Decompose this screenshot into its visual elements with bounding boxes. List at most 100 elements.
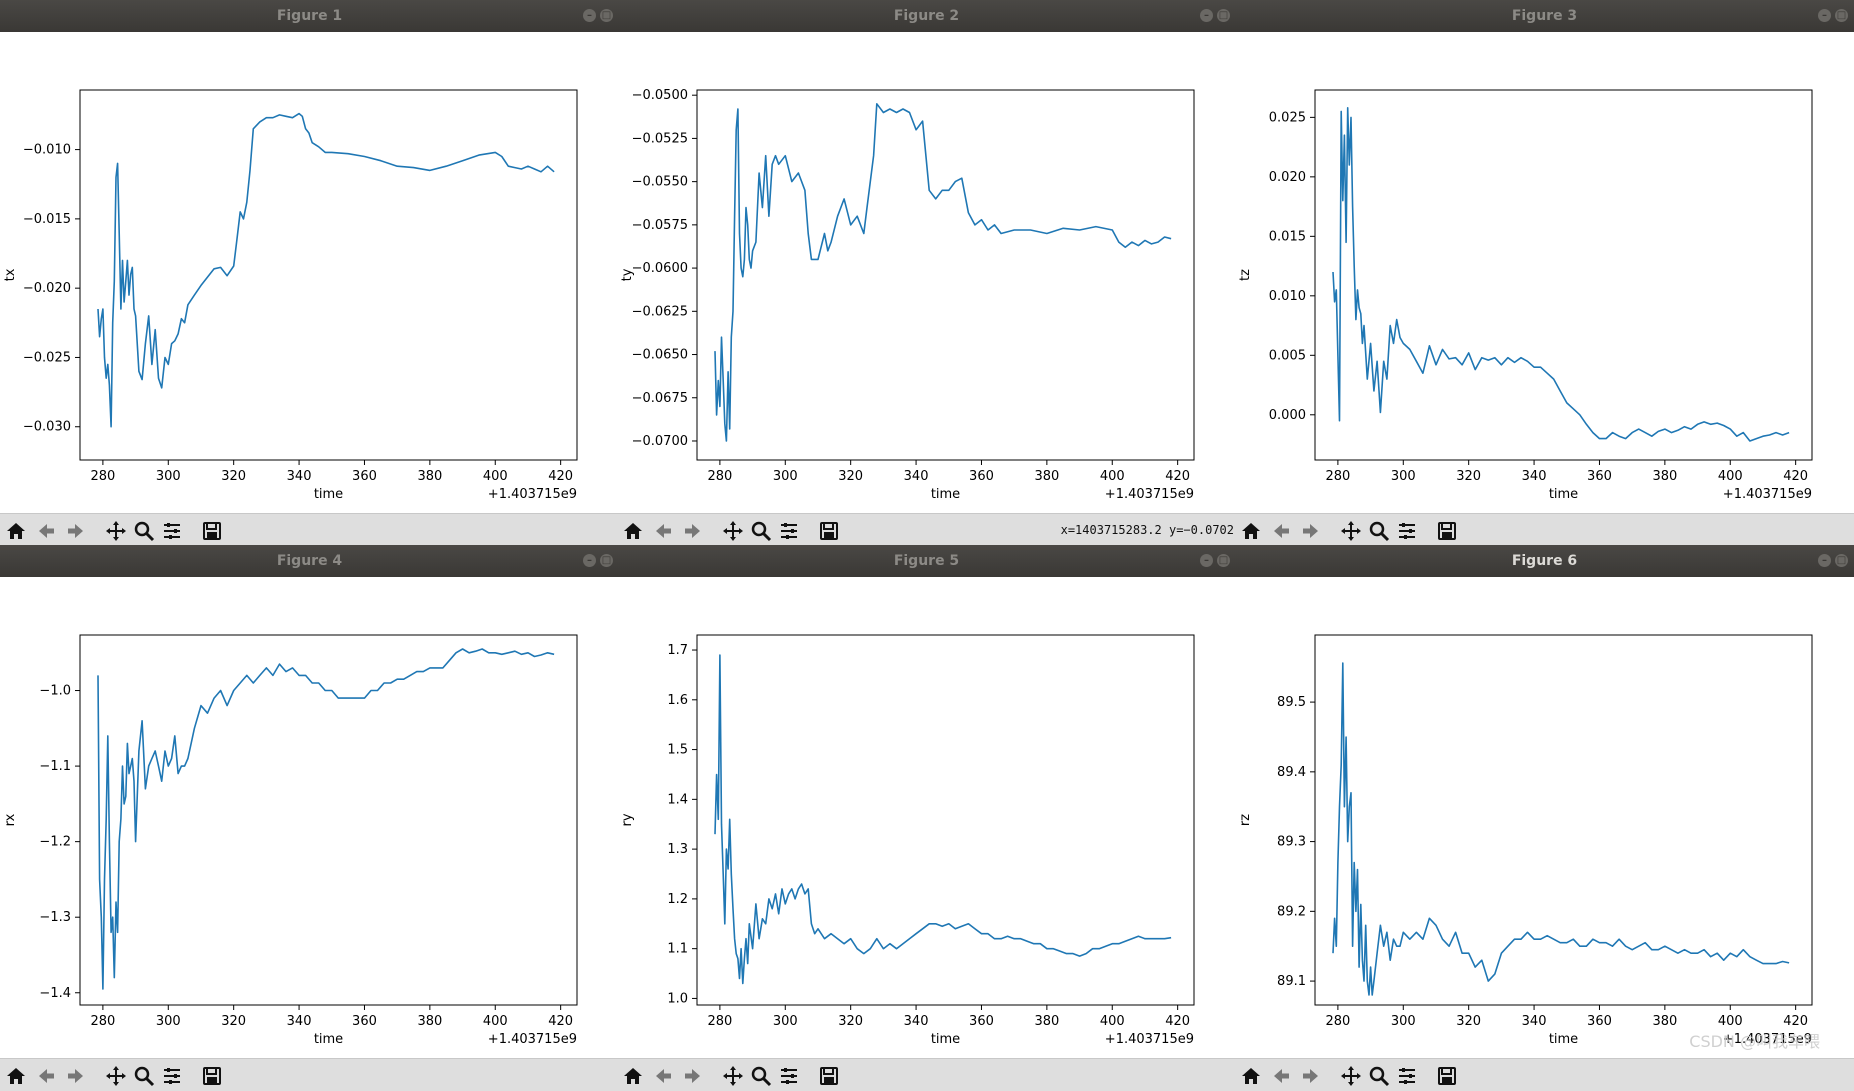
figure-canvas[interactable]: 280 300 320 340 360 380 400 420 −0.030 −0.025 −0.0…: [0, 32, 619, 513]
maximize-icon[interactable]: □: [600, 9, 613, 22]
window-titlebar[interactable]: Figure 1 – □: [0, 0, 619, 32]
home-button[interactable]: [1238, 518, 1264, 544]
line-chart: 280 300 320 340 360 380 400 420 0.000 0.005 0.010 0…: [1238, 89, 1813, 502]
forward-button[interactable]: [680, 1063, 706, 1089]
back-button[interactable]: [650, 1063, 676, 1089]
y-tick-label: −0.010: [23, 143, 71, 158]
window-titlebar[interactable]: Figure 2 – □: [617, 0, 1236, 32]
x-tick-label: 340: [904, 469, 929, 484]
maximize-icon[interactable]: □: [1217, 9, 1230, 22]
save-button[interactable]: [816, 518, 842, 544]
back-icon: [652, 520, 674, 542]
axes-frame: [1314, 89, 1813, 461]
save-button[interactable]: [199, 1063, 225, 1089]
home-button[interactable]: [3, 518, 29, 544]
y-tick-label: 1.4: [667, 792, 688, 807]
save-icon: [201, 520, 223, 542]
minimize-icon[interactable]: –: [1200, 554, 1213, 567]
axes-frame: [79, 634, 578, 1006]
window-titlebar[interactable]: Figure 5 – □: [617, 545, 1236, 577]
zoom-button[interactable]: [131, 1063, 157, 1089]
home-button[interactable]: [1238, 1063, 1264, 1089]
home-button[interactable]: [3, 1063, 29, 1089]
maximize-icon[interactable]: □: [1835, 554, 1848, 567]
pan-button[interactable]: [720, 1063, 746, 1089]
axes-frame: [1314, 634, 1813, 1006]
figure-canvas[interactable]: 280 300 320 340 360 380 400 420 89.1 89.2 89.3 89.4…: [1235, 577, 1854, 1058]
x-tick-label: 280: [1325, 469, 1350, 484]
pan-button[interactable]: [1338, 518, 1364, 544]
save-button[interactable]: [1434, 518, 1460, 544]
x-tick-label: 340: [1522, 1014, 1547, 1029]
figure-canvas[interactable]: 280 300 320 340 360 380 400 420 −1.4 −1.3 −1.2 −1.1…: [0, 577, 619, 1058]
maximize-icon[interactable]: □: [1217, 554, 1230, 567]
configure-subplots-icon: [161, 520, 183, 542]
pan-button[interactable]: [103, 518, 129, 544]
maximize-icon[interactable]: □: [1835, 9, 1848, 22]
pan-button[interactable]: [103, 1063, 129, 1089]
x-axis-label: time: [1549, 1032, 1578, 1047]
configure-subplots-button[interactable]: [1394, 1063, 1420, 1089]
figure-canvas[interactable]: 280 300 320 340 360 380 400 420 0.000 0.005 0.010 0…: [1235, 32, 1854, 513]
home-icon: [622, 1065, 644, 1087]
forward-button[interactable]: [680, 518, 706, 544]
x-tick-label: 380: [417, 1014, 442, 1029]
minimize-icon[interactable]: –: [583, 554, 596, 567]
configure-subplots-button[interactable]: [159, 518, 185, 544]
x-tick-label: 400: [1100, 1014, 1125, 1029]
y-tick-label: −1.4: [39, 986, 71, 1001]
navigation-toolbar: [617, 1058, 1236, 1091]
save-button[interactable]: [199, 518, 225, 544]
minimize-icon[interactable]: –: [583, 9, 596, 22]
window-titlebar[interactable]: Figure 6 – □: [1235, 545, 1854, 577]
x-tick-label: 420: [1783, 1014, 1808, 1029]
configure-subplots-button[interactable]: [776, 1063, 802, 1089]
window-titlebar[interactable]: Figure 3 – □: [1235, 0, 1854, 32]
y-tick-label: −0.025: [23, 350, 71, 365]
window-controls: – □: [1818, 554, 1848, 567]
back-button[interactable]: [650, 518, 676, 544]
pan-button[interactable]: [720, 518, 746, 544]
y-tick-label: −1.0: [39, 684, 71, 699]
window-titlebar[interactable]: Figure 4 – □: [0, 545, 619, 577]
configure-subplots-button[interactable]: [1394, 518, 1420, 544]
forward-button[interactable]: [63, 518, 89, 544]
zoom-button[interactable]: [1366, 1063, 1392, 1089]
forward-button[interactable]: [63, 1063, 89, 1089]
back-button[interactable]: [33, 1063, 59, 1089]
home-button[interactable]: [620, 1063, 646, 1089]
home-icon: [5, 520, 27, 542]
save-button[interactable]: [1434, 1063, 1460, 1089]
minimize-icon[interactable]: –: [1200, 9, 1213, 22]
zoom-button[interactable]: [748, 1063, 774, 1089]
zoom-button[interactable]: [131, 518, 157, 544]
save-button[interactable]: [816, 1063, 842, 1089]
back-button[interactable]: [1268, 1063, 1294, 1089]
configure-subplots-button[interactable]: [776, 518, 802, 544]
maximize-icon[interactable]: □: [600, 554, 613, 567]
forward-button[interactable]: [1298, 518, 1324, 544]
axes-frame: [79, 89, 578, 461]
minimize-icon[interactable]: –: [1818, 554, 1831, 567]
y-tick-label: 89.3: [1277, 835, 1306, 850]
figure-canvas[interactable]: 280 300 320 340 360 380 400 420 −0.0700 −0.0675 −0…: [617, 32, 1236, 513]
home-icon: [622, 520, 644, 542]
figure-canvas[interactable]: 280 300 320 340 360 380 400 420 1.0 1.1 1.2 1.3 1.4 1…: [617, 577, 1236, 1058]
x-tick-label: 400: [483, 1014, 508, 1029]
navigation-toolbar: x=1403715283.2 y=−0.0702: [617, 513, 1236, 546]
y-tick-label: −0.0650: [632, 348, 688, 363]
forward-button[interactable]: [1298, 1063, 1324, 1089]
zoom-button[interactable]: [1366, 518, 1392, 544]
home-button[interactable]: [620, 518, 646, 544]
back-button[interactable]: [1268, 518, 1294, 544]
minimize-icon[interactable]: –: [1818, 9, 1831, 22]
forward-icon: [682, 1065, 704, 1087]
pan-button[interactable]: [1338, 1063, 1364, 1089]
zoom-button[interactable]: [748, 518, 774, 544]
x-tick-label: 280: [707, 1014, 732, 1029]
figure-window: Figure 5 – □ 280 300 320 340 360 380 400 420 1.0 1.1…: [617, 545, 1236, 1091]
configure-subplots-button[interactable]: [159, 1063, 185, 1089]
line-chart: 280 300 320 340 360 380 400 420 −1.4 −1.3 −1.2 −1.1…: [3, 634, 578, 1047]
back-button[interactable]: [33, 518, 59, 544]
x-tick-label: 320: [1456, 1014, 1481, 1029]
